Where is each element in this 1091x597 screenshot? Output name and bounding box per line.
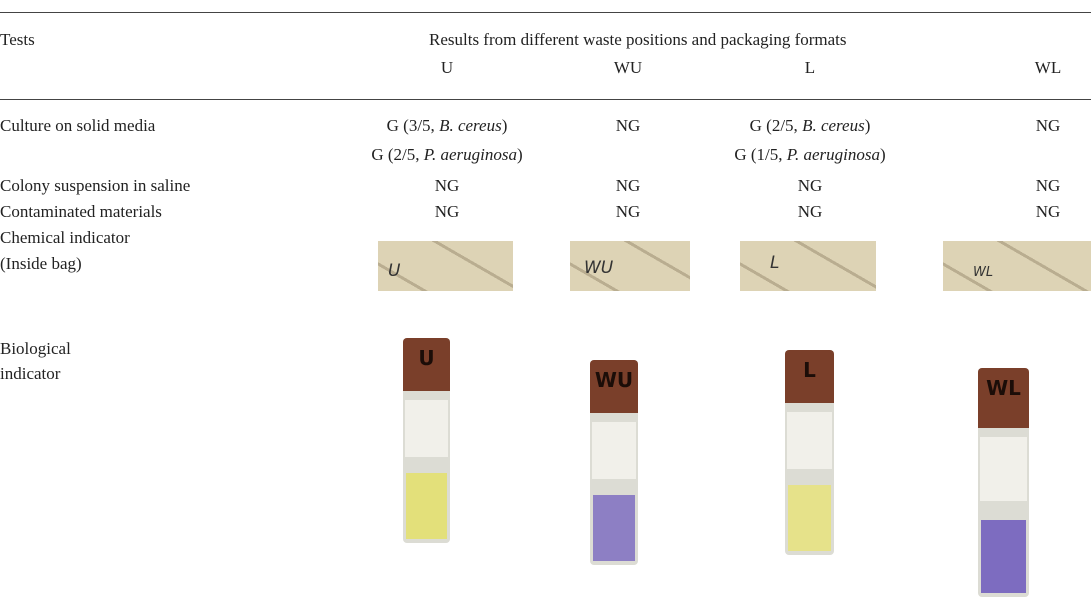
row-label: Contaminated materials [0, 201, 162, 223]
handwritten-label: U [388, 261, 400, 281]
column-header: WU [614, 57, 642, 79]
cell-line: NG [435, 175, 460, 197]
chemical-indicator-photo: WU [570, 241, 690, 291]
row-label: Colony suspension in saline [0, 175, 190, 197]
species-name: B. cereus [802, 116, 865, 135]
table-page: Tests Results from different waste posit… [0, 0, 1091, 597]
column-header: U [441, 57, 453, 79]
chemical-indicator-photo: L [740, 241, 876, 291]
results-header: Results from different waste positions a… [429, 29, 847, 51]
biological-indicator-photo: WU [590, 360, 638, 565]
cell-line: G (2/5, P. aeruginosa) [371, 144, 522, 166]
cell-text: ) [502, 116, 508, 135]
cell-text: NG [616, 116, 641, 135]
cell-text: G (2/5, [371, 145, 423, 164]
cell-text: ) [880, 145, 886, 164]
cell-text: NG [616, 202, 641, 221]
cell-text: NG [798, 202, 823, 221]
row-label: indicator [0, 363, 60, 385]
handwritten-label: WL [973, 265, 993, 280]
top-rule [0, 12, 1091, 13]
chemical-indicator-photo: WL [943, 241, 1091, 291]
cell-text: G (2/5, [750, 116, 802, 135]
biological-indicator-photo: U [403, 338, 450, 543]
species-name: P. aeruginosa [787, 145, 880, 164]
row-label: Chemical indicator [0, 227, 130, 249]
vial-cap: U [403, 338, 450, 391]
cell-text: G (1/5, [734, 145, 786, 164]
cell-text: ) [865, 116, 871, 135]
cell-line: NG [798, 201, 823, 223]
biological-indicator-photo: L [785, 350, 834, 555]
cell-text: NG [1036, 116, 1061, 135]
cell-line: NG [616, 201, 641, 223]
biological-indicator-photo: WL [978, 368, 1029, 597]
row-label: Biological [0, 338, 71, 360]
cell-text: ) [517, 145, 523, 164]
species-name: P. aeruginosa [424, 145, 517, 164]
column-header: L [805, 57, 815, 79]
row-label: Culture on solid media [0, 115, 155, 137]
cell-text: NG [798, 176, 823, 195]
vial-cap: WL [978, 368, 1029, 428]
cell-text: NG [616, 176, 641, 195]
cell-line: NG [1036, 201, 1061, 223]
cell-line: NG [1036, 115, 1061, 137]
cell-line: G (2/5, B. cereus) [750, 115, 871, 137]
tests-header: Tests [0, 29, 35, 51]
chemical-indicator-photo: U [378, 241, 513, 291]
cell-line: G (1/5, P. aeruginosa) [734, 144, 885, 166]
handwritten-label: WU [584, 258, 613, 278]
row-label: (Inside bag) [0, 253, 82, 275]
cell-text: NG [1036, 202, 1061, 221]
cell-line: NG [1036, 175, 1061, 197]
column-header: WL [1035, 57, 1061, 79]
cell-line: NG [616, 115, 641, 137]
cell-line: G (3/5, B. cereus) [387, 115, 508, 137]
vial-cap: WU [590, 360, 638, 413]
vial-cap: L [785, 350, 834, 403]
cell-line: NG [435, 201, 460, 223]
cell-text: NG [435, 176, 460, 195]
species-name: B. cereus [439, 116, 502, 135]
cell-line: NG [798, 175, 823, 197]
handwritten-label: L [770, 253, 779, 273]
header-rule [0, 99, 1091, 100]
cell-line: NG [616, 175, 641, 197]
cell-text: NG [1036, 176, 1061, 195]
cell-text: G (3/5, [387, 116, 439, 135]
cell-text: NG [435, 202, 460, 221]
